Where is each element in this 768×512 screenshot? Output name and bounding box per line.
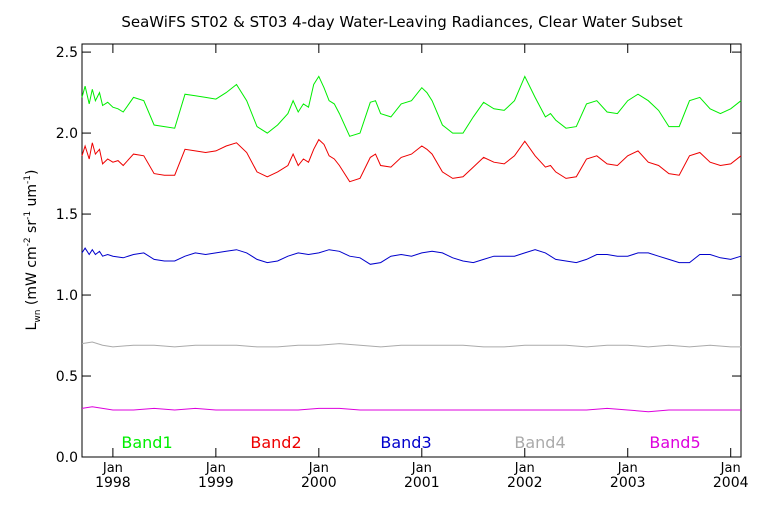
legend-label-band3: Band3 xyxy=(380,433,431,452)
x-tick-month: Jan xyxy=(514,461,535,476)
series-lines xyxy=(81,75,742,413)
x-tick-year: 2002 xyxy=(507,475,543,491)
y-tick-label: 2.5 xyxy=(56,45,78,61)
legend: Band1 Band2 Band3 Band4 Band5 xyxy=(121,433,700,452)
svg-text:Lwn (mW cm-2 sr-1 um-1): Lwn (mW cm-2 sr-1 um-1) xyxy=(23,170,43,331)
x-tick-month: Jan xyxy=(102,461,123,476)
series-line-band3 xyxy=(81,247,742,265)
y-axis-label: Lwn (mW cm-2 sr-1 um-1) xyxy=(23,170,43,331)
x-tick-year: 2001 xyxy=(404,475,440,491)
series-line-band5 xyxy=(81,406,741,413)
x-tick-year: 2000 xyxy=(301,475,337,491)
series-line-band2 xyxy=(81,138,742,183)
legend-label-band1: Band1 xyxy=(121,433,172,452)
y-tick-label: 2.0 xyxy=(56,126,78,142)
legend-label-band2: Band2 xyxy=(250,433,301,452)
x-tick-month: Jan xyxy=(411,461,432,476)
x-tick-year: 2003 xyxy=(610,475,646,491)
y-axis: 0.0 0.5 1.0 1.5 2.0 2.5 xyxy=(56,45,741,466)
x-tick-year: 2004 xyxy=(713,475,749,491)
y-tick-label: 1.0 xyxy=(56,288,78,304)
x-axis: Jan1998Jan1999Jan2000Jan2001Jan2002Jan20… xyxy=(95,44,749,491)
x-tick-month: Jan xyxy=(205,461,226,476)
legend-label-band4: Band4 xyxy=(514,433,565,452)
y-tick-label: 1.5 xyxy=(56,207,78,223)
x-tick-year: 1999 xyxy=(198,475,234,491)
chart-title: SeaWiFS ST02 & ST03 4-day Water-Leaving … xyxy=(121,13,682,31)
series-line-band1 xyxy=(81,75,742,137)
y-tick-label: 0.5 xyxy=(56,369,78,385)
x-tick-year: 1998 xyxy=(95,475,131,491)
plot-frame xyxy=(81,43,742,458)
series-line-band4 xyxy=(81,341,741,348)
x-tick-month: Jan xyxy=(720,461,741,476)
x-tick-month: Jan xyxy=(308,461,329,476)
y-tick-label: 0.0 xyxy=(56,450,78,466)
x-tick-month: Jan xyxy=(617,461,638,476)
legend-label-band5: Band5 xyxy=(649,433,700,452)
